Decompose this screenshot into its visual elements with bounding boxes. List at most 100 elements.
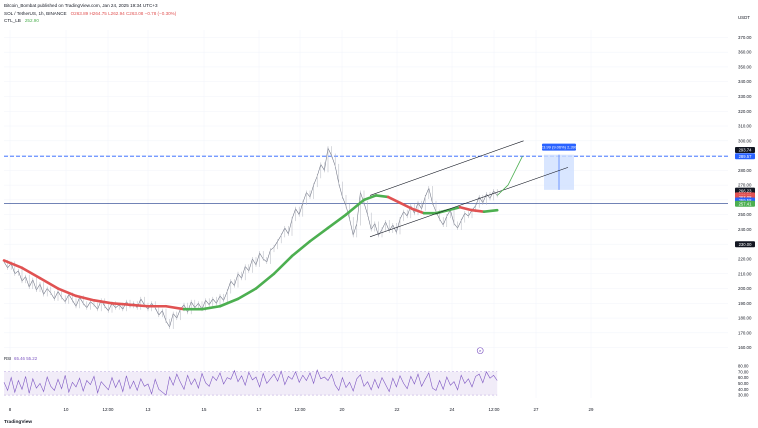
rsi-values: 65.46 55.22 (14, 356, 38, 361)
ctl-segment-19 (344, 198, 366, 216)
rsi-band (4, 371, 498, 396)
ctl-segment-6 (110, 301, 132, 307)
price-tick-220: 220.00 (738, 256, 752, 261)
ctl-segment-23 (398, 201, 414, 211)
rsi-tick-40: 40.00 (738, 387, 749, 392)
price-label-7: 230.00 (739, 242, 752, 247)
price-label-2: 266.23 (739, 188, 752, 193)
target-projection (496, 156, 523, 196)
ctl-segment-4 (74, 294, 96, 302)
price-tick-240: 240.00 (738, 227, 752, 232)
ctl-segment-14 (254, 272, 276, 290)
price-label-4: 263.08 (739, 195, 752, 200)
price-tick-280: 280.00 (738, 168, 752, 173)
parallel-channel (369, 140, 569, 238)
range-label-bg (542, 143, 576, 151)
projection-line (496, 156, 523, 196)
indicator-title: CTL_LB 252.90 (4, 18, 39, 23)
price-tick-250: 250.00 (738, 212, 752, 217)
ctl-segment-11 (200, 304, 222, 311)
time-tick-12: 29 (589, 407, 594, 412)
rsi-tick-30: 30.00 (738, 393, 749, 398)
indicator-value: 252.90 (25, 18, 39, 23)
price-tick-170: 170.00 (738, 330, 752, 335)
price-tick-340: 340.00 (738, 79, 752, 84)
ctl-segment-29 (470, 208, 486, 214)
ctl-segment-30 (482, 208, 499, 214)
ctl-segment-13 (236, 287, 258, 301)
rsi-tick-80: 80.00 (738, 363, 749, 368)
ctl-segment-1 (20, 266, 42, 280)
ctl-segment-18 (326, 213, 348, 230)
time-tick-4: 15 (202, 407, 207, 412)
symbol-title: SOL / TetherUS, 1h, BINANCE O263.89 H264.… (4, 11, 177, 16)
range-label: 23.99 (9.06%) 2,399 (541, 145, 578, 150)
marker-circle (476, 347, 484, 354)
time-tick-11: 27 (534, 407, 539, 412)
price-tick-370: 370.00 (738, 35, 752, 40)
time-tick-10: 12:00 (489, 407, 501, 412)
ctl-segment-21 (374, 194, 390, 199)
time-tick-7: 20 (340, 407, 345, 412)
price-tick-180: 180.00 (738, 316, 752, 321)
channel-upper (369, 140, 524, 196)
price-axis: USDT 160.00 170.00 180.00 190.00 200.00 210.0… (738, 15, 752, 350)
time-tick-0: 8 (9, 407, 12, 412)
rsi-tick-60: 60.00 (738, 375, 749, 380)
price-label-bg-2 (735, 187, 755, 194)
indicator-name: CTL_LB (4, 18, 21, 23)
time-tick-3: 13 (146, 407, 151, 412)
price-tick-310: 310.00 (738, 124, 752, 129)
channel-lower (369, 167, 569, 238)
ctl-segment-16 (290, 239, 312, 258)
horizontal-levels (4, 155, 728, 204)
price-label-bg-1 (735, 153, 755, 160)
rsi-tick-50: 50.00 (738, 381, 749, 386)
ctl-segment-28 (458, 205, 474, 212)
ctl-segment-7 (128, 303, 150, 308)
price-tick-300: 300.00 (738, 138, 752, 143)
price-tick-190: 190.00 (738, 301, 752, 306)
price-label-6: 257.41 (739, 201, 752, 206)
ctl-segment-24 (410, 207, 426, 215)
event-marker: e (476, 347, 484, 354)
ctl-segment-27 (446, 205, 462, 212)
price-tick-200: 200.00 (738, 286, 752, 291)
price-tick-360: 360.00 (738, 50, 752, 55)
time-tick-6: 12:00 (295, 407, 307, 412)
price-labels: 293.74289.57266.23263.08263.08259.58257.… (735, 147, 755, 248)
time-tick-9: 24 (450, 407, 455, 412)
time-tick-1: 10 (64, 407, 69, 412)
ctl-segment-20 (362, 194, 378, 202)
price-tick-330: 330.00 (738, 94, 752, 99)
price-line (3, 147, 498, 328)
price-tick-160: 160.00 (738, 345, 752, 350)
price-label-bg-6 (735, 200, 755, 207)
price-tick-210: 210.00 (738, 271, 752, 276)
time-tick-8: 22 (395, 407, 400, 412)
ctl-segment-22 (386, 195, 402, 205)
price-label-5: 259.58 (739, 198, 752, 203)
ctl-segment-5 (92, 299, 114, 305)
price-tick-320: 320.00 (738, 109, 752, 114)
rsi-title: RSI (4, 356, 11, 361)
rsi-line (3, 369, 498, 396)
price-axis-unit: USDT (738, 15, 750, 20)
symbol-name: SOL / TetherUS, 1h, BINANCE (4, 11, 67, 16)
rsi-pane: RSI 65.46 55.22 30.0040.0050.0060.0070.008… (3, 356, 749, 398)
price-label-bg-0 (735, 147, 755, 154)
marker-symbol: e (479, 348, 482, 353)
rsi-tick-70: 70.00 (738, 369, 749, 374)
ctl-segment-0 (2, 259, 24, 270)
ctl-segment-15 (272, 254, 294, 276)
measure-range: 23.99 (9.06%) 2,399 (541, 143, 578, 190)
ctl-segment-12 (218, 297, 240, 308)
ctl-segment-17 (308, 226, 330, 243)
price-tick-350: 350.00 (738, 64, 752, 69)
price-label-0: 293.74 (739, 148, 752, 153)
publisher-line: Bitcoin_Bombat published on TradingView.… (4, 3, 158, 8)
price-tick-270: 270.00 (738, 183, 752, 188)
ohlc-readout: O263.89 H264.75 L262.94 C263.08 −0.78 (−… (71, 11, 177, 16)
tradingview-logo: TradingView (4, 419, 32, 425)
price-label-1: 289.57 (739, 154, 752, 159)
